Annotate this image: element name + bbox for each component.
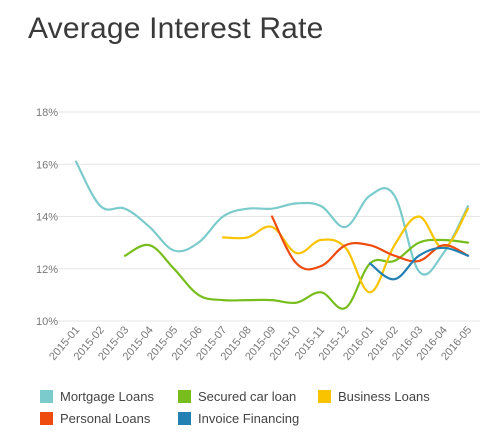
- chart-title: Average Interest Rate: [28, 12, 324, 45]
- series-line-business-loans: [221, 207, 470, 294]
- series-line-mortgage-loans: [74, 160, 470, 276]
- y-tick-label: 18%: [36, 107, 58, 119]
- y-tick-label: 14%: [36, 212, 58, 224]
- y-tick-label: 16%: [36, 159, 58, 171]
- series-line-invoice-financing: [368, 246, 470, 281]
- series-line-secured-car-loan: [123, 238, 470, 310]
- y-tick-label: 12%: [36, 264, 58, 276]
- y-tick-label: 10%: [36, 316, 58, 328]
